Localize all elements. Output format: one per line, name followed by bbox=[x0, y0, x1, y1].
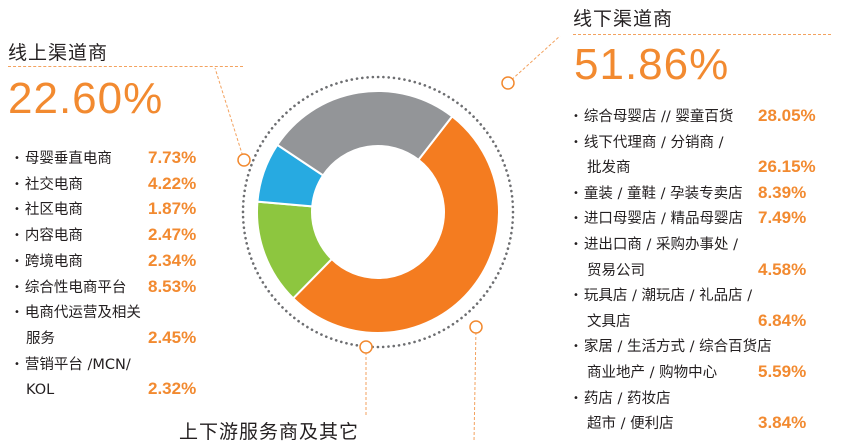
offline-connector-line bbox=[507, 35, 561, 84]
online-item-value: 8.53% bbox=[148, 276, 197, 296]
online-item-label: KOL bbox=[26, 382, 55, 399]
bullet-icon: • bbox=[573, 187, 579, 199]
offline-item-label: • 进口母婴店 / 精品母婴店 bbox=[573, 211, 744, 228]
online-item-label: • 内容电商 bbox=[14, 228, 83, 245]
dotted-outer-ring bbox=[241, 75, 515, 349]
bullet-icon: • bbox=[14, 230, 20, 242]
offline-item-label: • 家居 / 生活方式 / 综合百货店 bbox=[573, 339, 772, 356]
offline-divider bbox=[573, 34, 831, 35]
offline-item-label: • 进出口商 / 采购办事处 / bbox=[573, 237, 739, 253]
bullet-icon: • bbox=[14, 281, 20, 293]
offline-title: 线下渠道商 bbox=[573, 8, 674, 30]
offline-item-label: 文具店 bbox=[587, 313, 631, 330]
bullet-icon: • bbox=[14, 204, 20, 216]
online-item-value: 2.32% bbox=[148, 379, 197, 399]
online-item-label: • 营销平台 /MCN/ bbox=[14, 356, 131, 373]
offline-item-label: • 药店 / 药妆店 bbox=[573, 390, 671, 407]
bullet-icon: • bbox=[573, 213, 579, 225]
offline-item-value: 7.49% bbox=[758, 208, 807, 228]
online-title: 线上渠道商 bbox=[8, 42, 109, 64]
online-item-label: • 跨境电商 bbox=[14, 253, 83, 270]
online-item-value: 7.73% bbox=[148, 148, 197, 167]
offline-item-label: 超市 / 便利店 bbox=[587, 416, 674, 433]
offline-item-value: 6.84% bbox=[758, 310, 807, 330]
offline-item-label: • 童装 / 童鞋 / 孕装专卖店 bbox=[573, 185, 743, 202]
online-item-value: 4.22% bbox=[148, 173, 197, 193]
offline-item-label: • 玩具店 / 潮玩店 / 礼品店 / bbox=[573, 288, 753, 305]
bullet-icon: • bbox=[14, 255, 20, 267]
offline-item-value: 28.05% bbox=[758, 106, 816, 125]
bullet-icon: • bbox=[14, 358, 20, 370]
bullet-icon: • bbox=[573, 290, 579, 302]
bullet-icon: • bbox=[573, 392, 579, 404]
offline-item-value: 5.59% bbox=[758, 362, 807, 381]
offline-item-value: 8.39% bbox=[758, 182, 807, 202]
services-right-connector-line bbox=[473, 326, 477, 442]
offline-item-label: 商业地产 / 购物中心 bbox=[587, 365, 718, 381]
offline-item-label: • 综合母婴店 // 婴童百货 bbox=[573, 109, 734, 125]
online-item-value: 2.45% bbox=[148, 327, 197, 347]
online-connector-marker bbox=[237, 153, 251, 167]
donut-segment-4 bbox=[275, 90, 454, 177]
online-item-label: • 电商代运营及相关 bbox=[14, 305, 141, 322]
bullet-icon: • bbox=[573, 111, 579, 122]
bullet-icon: • bbox=[14, 178, 20, 190]
donut-segment-1 bbox=[291, 114, 500, 334]
online-item-label: • 母婴垂直电商 bbox=[14, 151, 112, 167]
online-total: 22.60% bbox=[8, 74, 164, 123]
online-item-label: • 社区电商 bbox=[14, 202, 83, 219]
online-item-value: 2.34% bbox=[148, 250, 197, 270]
online-item-label: 服务 bbox=[26, 330, 55, 347]
bullet-icon: • bbox=[573, 341, 579, 353]
online-connector-line bbox=[214, 67, 245, 161]
offline-item-value: 3.84% bbox=[758, 413, 807, 433]
offline-item-value: 26.15% bbox=[758, 157, 816, 177]
offline-item-label: 贸易公司 bbox=[587, 262, 645, 279]
online-divider bbox=[8, 66, 243, 67]
offline-total: 51.86% bbox=[574, 40, 730, 89]
bullet-icon: • bbox=[573, 239, 579, 250]
online-item-label: • 社交电商 bbox=[14, 176, 83, 193]
services-right-connector-marker bbox=[469, 320, 483, 334]
bullet-icon: • bbox=[573, 136, 579, 148]
online-item-value: 1.87% bbox=[148, 199, 197, 219]
online-item-value: 2.47% bbox=[148, 225, 197, 245]
offline-connector-marker bbox=[501, 76, 515, 90]
offline-item-label: 批发商 bbox=[587, 160, 631, 177]
bullet-icon: • bbox=[14, 153, 20, 164]
bullet-icon: • bbox=[14, 307, 20, 319]
services-connector-marker bbox=[359, 340, 373, 354]
offline-item-label: • 线下代理商 / 分销商 / bbox=[573, 134, 724, 151]
offline-item-value: 4.58% bbox=[758, 259, 807, 279]
services-title: 上下游服务商及其它 bbox=[179, 421, 360, 443]
online-item-label: • 综合性电商平台 bbox=[14, 279, 127, 296]
